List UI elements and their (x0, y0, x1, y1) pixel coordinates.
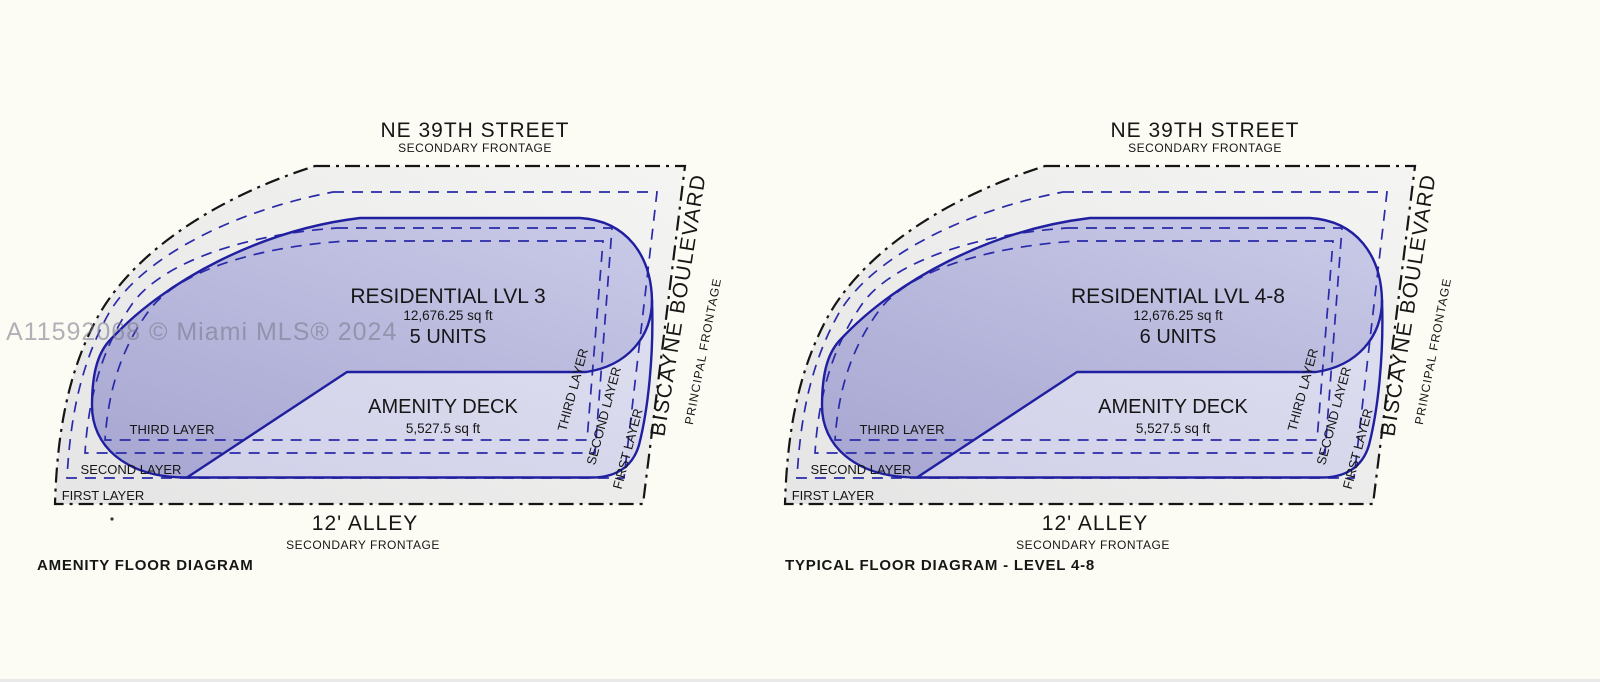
second-layer-label: SECOND LAYER (81, 462, 182, 477)
residential-title: RESIDENTIAL LVL 4-8 (1071, 285, 1285, 308)
third-layer-label: THIRD LAYER (130, 422, 215, 437)
bottom-street-frontage: SECONDARY FRONTAGE (1016, 538, 1170, 552)
building-footprint-outline (90, 216, 654, 479)
first-layer-line (796, 191, 1388, 479)
diagram-caption: AMENITY FLOOR DIAGRAM (37, 557, 254, 574)
bottom-street-frontage: SECONDARY FRONTAGE (286, 538, 440, 552)
diagram-caption: TYPICAL FLOOR DIAGRAM - LEVEL 4-8 (785, 557, 1095, 574)
mls-watermark: A11592068 © Miami MLS® 2024 (6, 318, 398, 346)
third-layer-line (104, 240, 604, 441)
second-layer-line (814, 227, 1343, 454)
amenity-title: AMENITY DECK (368, 396, 518, 418)
second-layer-label: SECOND LAYER (811, 462, 912, 477)
residential-floor-region (92, 218, 652, 478)
residential-units: 6 UNITS (1140, 326, 1217, 348)
dot-mark (110, 517, 114, 521)
amenity-floor-diagram: NE 39TH STREET SECONDARY FRONTAGE RESIDE… (37, 119, 724, 574)
first-layer-label: FIRST LAYER (792, 488, 875, 503)
first-layer-line (66, 191, 658, 479)
residential-area: 12,676.25 sq ft (403, 308, 493, 323)
property-boundary-line (53, 164, 687, 506)
typical-floor-diagram: NE 39TH STREET SECONDARY FRONTAGE RESIDE… (783, 119, 1454, 574)
bottom-street-name: 12' ALLEY (312, 512, 418, 535)
amenity-area: 5,527.5 sq ft (1136, 421, 1211, 436)
residential-floor-region (822, 218, 1382, 478)
amenity-title: AMENITY DECK (1098, 396, 1248, 418)
residential-title: RESIDENTIAL LVL 3 (350, 285, 545, 308)
residential-units: 5 UNITS (410, 326, 487, 348)
third-layer-label: THIRD LAYER (860, 422, 945, 437)
bottom-edge-line (0, 679, 1600, 682)
top-street-name: NE 39TH STREET (1110, 119, 1299, 142)
residential-area: 12,676.25 sq ft (1133, 308, 1223, 323)
third-layer-line (834, 240, 1334, 441)
second-layer-line (84, 227, 613, 454)
bottom-street-name: 12' ALLEY (1042, 512, 1148, 535)
top-street-frontage: SECONDARY FRONTAGE (398, 141, 552, 155)
property-boundary-line (783, 164, 1417, 506)
building-footprint-outline (820, 216, 1384, 479)
residential-floor-outline (186, 299, 654, 479)
top-street-frontage: SECONDARY FRONTAGE (1128, 141, 1282, 155)
residential-floor-outline (916, 299, 1384, 479)
first-layer-label: FIRST LAYER (62, 488, 145, 503)
top-street-name: NE 39TH STREET (380, 119, 569, 142)
amenity-area: 5,527.5 sq ft (406, 421, 481, 436)
